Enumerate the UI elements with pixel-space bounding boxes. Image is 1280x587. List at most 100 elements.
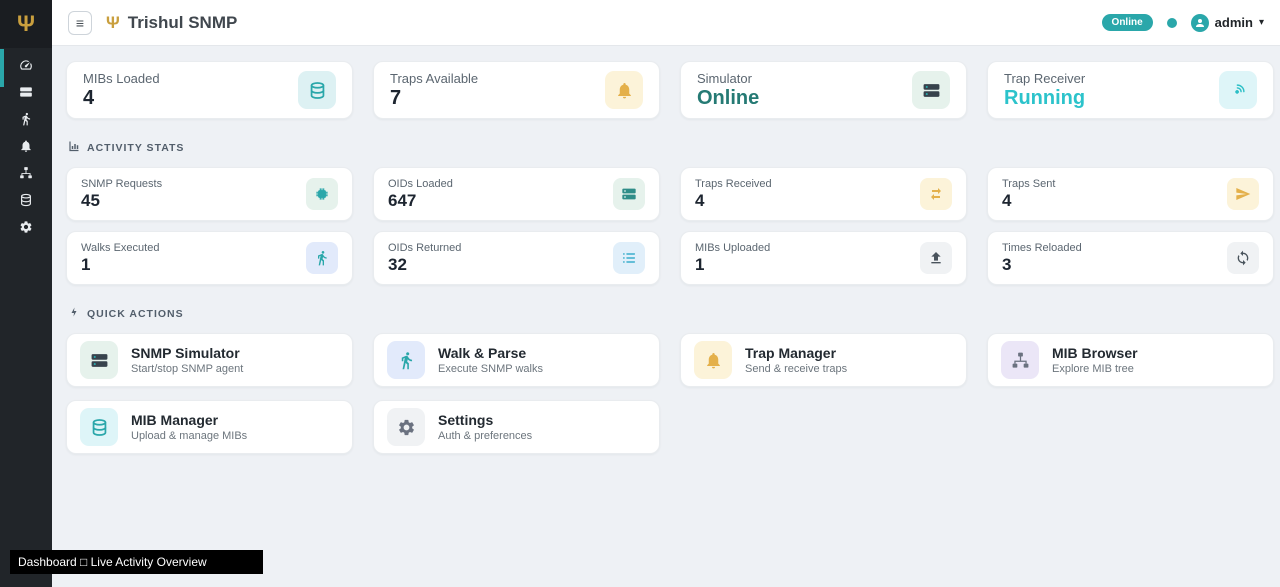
card-traps-available: Traps Available 7 xyxy=(373,61,660,119)
activity-stats-header: ACTIVITY STATS xyxy=(68,139,1274,157)
walk-icon xyxy=(306,242,338,274)
status-badge: Online xyxy=(1101,14,1153,31)
database-icon xyxy=(19,193,33,212)
card-value: Online xyxy=(697,86,760,109)
action-title: Settings xyxy=(438,412,494,428)
sitemap-icon xyxy=(19,166,33,185)
action-title: SNMP Simulator xyxy=(131,345,240,361)
gear-icon xyxy=(387,408,425,446)
walk-icon xyxy=(387,341,425,379)
sidebar-item-mib-browser[interactable] xyxy=(0,162,52,189)
database-icon xyxy=(80,408,118,446)
app-title-group: Ψ Trishul SNMP xyxy=(106,13,237,33)
action-subtitle: Send & receive traps xyxy=(745,363,848,375)
stat-value: 3 xyxy=(1002,254,1012,274)
stat-value: 1 xyxy=(695,254,705,274)
status-bar-text: Dashboard □ Live Activity Overview xyxy=(18,555,207,569)
sidebar: Ψ xyxy=(0,0,52,587)
stat-times-reloaded: Times Reloaded 3 xyxy=(987,231,1274,285)
header-right: Online admin ▾ xyxy=(1101,13,1264,32)
server-icon xyxy=(613,178,645,210)
quick-actions-header: QUICK ACTIONS xyxy=(68,305,1274,323)
stat-label: Traps Received xyxy=(695,177,772,190)
sidebar-item-traps[interactable] xyxy=(0,135,52,162)
sidebar-nav xyxy=(0,48,52,243)
server-icon xyxy=(19,85,33,104)
stat-traps-sent: Traps Sent 4 xyxy=(987,167,1274,221)
action-title: Walk & Parse xyxy=(438,345,527,361)
page-title: Trishul SNMP xyxy=(127,12,238,32)
card-label: Trap Receiver xyxy=(1004,70,1086,86)
trident-logo-icon: Ψ xyxy=(17,11,35,36)
card-label: MIBs Loaded xyxy=(83,70,160,86)
action-mib-browser[interactable]: MIB Browser Explore MIB tree xyxy=(987,333,1274,387)
send-icon xyxy=(1227,178,1259,210)
sidebar-item-dashboard[interactable] xyxy=(0,49,52,87)
card-trap-receiver: Trap Receiver Running xyxy=(987,61,1274,119)
sidebar-item-mib-manager[interactable] xyxy=(0,189,52,216)
action-title: MIB Manager xyxy=(131,412,219,428)
stat-label: Times Reloaded xyxy=(1002,241,1082,254)
status-bar: Dashboard □ Live Activity Overview xyxy=(10,550,263,574)
server-icon xyxy=(912,71,950,109)
refresh-icon xyxy=(1227,242,1259,274)
stat-traps-received: Traps Received 4 xyxy=(680,167,967,221)
sidebar-item-simulator[interactable] xyxy=(0,81,52,108)
trident-icon: Ψ xyxy=(106,12,120,32)
stat-label: MIBs Uploaded xyxy=(695,241,771,254)
bell-icon xyxy=(694,341,732,379)
stat-label: Walks Executed xyxy=(81,241,160,254)
card-value: 4 xyxy=(83,86,95,109)
action-subtitle: Upload & manage MIBs xyxy=(131,430,248,442)
stat-oids-returned: OIDs Returned 32 xyxy=(373,231,660,285)
chevron-down-icon: ▾ xyxy=(1258,17,1264,28)
user-avatar-icon xyxy=(1190,13,1209,32)
action-trap-manager[interactable]: Trap Manager Send & receive traps xyxy=(680,333,967,387)
gear-icon xyxy=(19,220,33,239)
gauge-icon xyxy=(19,58,33,77)
status-dot-icon xyxy=(1166,17,1177,28)
sitemap-icon xyxy=(1001,341,1039,379)
section-title: QUICK ACTIONS xyxy=(87,308,184,320)
card-value: Running xyxy=(1004,86,1086,109)
sidebar-item-settings[interactable] xyxy=(0,216,52,243)
database-icon xyxy=(298,71,336,109)
action-settings[interactable]: Settings Auth & preferences xyxy=(373,400,660,454)
card-simulator: Simulator Online xyxy=(680,61,967,119)
quick-actions-grid: SNMP Simulator Start/stop SNMP agent Wal… xyxy=(66,333,1274,454)
card-value: 7 xyxy=(390,86,402,109)
exchange-icon xyxy=(920,178,952,210)
menu-toggle-button[interactable]: ≡ xyxy=(68,10,92,35)
activity-stats-grid: SNMP Requests 45 OIDs Loaded 647 Traps R… xyxy=(66,167,1274,285)
satellite-icon xyxy=(1219,71,1257,109)
action-snmp-simulator[interactable]: SNMP Simulator Start/stop SNMP agent xyxy=(66,333,353,387)
action-subtitle: Execute SNMP walks xyxy=(438,363,543,375)
section-title: ACTIVITY STATS xyxy=(87,142,185,154)
stat-value: 32 xyxy=(388,254,407,274)
summary-cards-row: MIBs Loaded 4 Traps Available 7 Simulato… xyxy=(66,61,1274,119)
upload-icon xyxy=(920,242,952,274)
stat-value: 45 xyxy=(81,190,100,210)
stat-snmp-requests: SNMP Requests 45 xyxy=(66,167,353,221)
list-icon xyxy=(613,242,645,274)
action-title: MIB Browser xyxy=(1052,345,1138,361)
stat-label: SNMP Requests xyxy=(81,177,163,190)
action-mib-manager[interactable]: MIB Manager Upload & manage MIBs xyxy=(66,400,353,454)
stat-walks-executed: Walks Executed 1 xyxy=(66,231,353,285)
server-icon xyxy=(80,341,118,379)
stat-oids-loaded: OIDs Loaded 647 xyxy=(373,167,660,221)
user-name: admin xyxy=(1214,15,1253,30)
card-label: Traps Available xyxy=(390,70,479,86)
chart-icon xyxy=(68,139,80,157)
user-menu[interactable]: admin ▾ xyxy=(1190,13,1264,32)
sidebar-item-walk[interactable] xyxy=(0,108,52,135)
app-logo: Ψ xyxy=(0,0,52,48)
stat-value: 647 xyxy=(388,190,417,210)
stat-value: 1 xyxy=(81,254,91,274)
main-content: MIBs Loaded 4 Traps Available 7 Simulato… xyxy=(52,47,1280,454)
action-title: Trap Manager xyxy=(745,345,837,361)
stat-label: OIDs Returned xyxy=(388,241,462,254)
stat-mibs-uploaded: MIBs Uploaded 1 xyxy=(680,231,967,285)
action-walk-parse[interactable]: Walk & Parse Execute SNMP walks xyxy=(373,333,660,387)
stat-value: 4 xyxy=(695,190,705,210)
